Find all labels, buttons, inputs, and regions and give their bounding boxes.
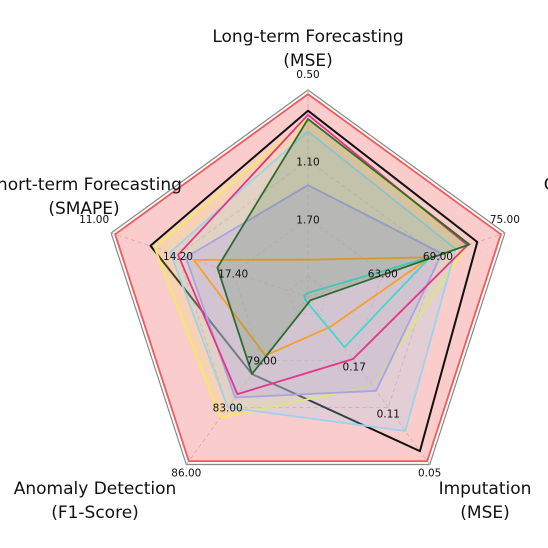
series-1-polygon [149, 109, 479, 453]
tick-label: 63.00 [368, 269, 398, 281]
axis-name-label: (SMAPE) [48, 199, 119, 219]
axis-name-label: (MSE) [460, 503, 509, 523]
tick-label: 1.10 [296, 156, 319, 168]
tick-label: 1.70 [296, 214, 319, 226]
axis-name-label: (F1-Score) [51, 503, 139, 523]
tick-label: 0.05 [418, 467, 441, 479]
tick-label: 83.00 [213, 403, 243, 415]
tick-label: 14.20 [163, 251, 193, 263]
axis-name-label: Imputation [439, 479, 532, 499]
series-8-polygon [216, 118, 471, 375]
tick-label: 79.00 [247, 356, 277, 368]
axis-name-label: Short-term Forecasting [0, 175, 182, 195]
series-7-polygon [303, 256, 432, 349]
grid-ring-0 [110, 89, 506, 466]
tick-label: 17.40 [218, 269, 248, 281]
axis-name-label: Long-term Forecasting [212, 27, 403, 47]
tick-label: 0.17 [343, 362, 366, 374]
axis-name-label: Anomaly Detection [14, 479, 177, 499]
axis-name-label: Classification [544, 175, 548, 195]
tick-label: 69.00 [423, 251, 453, 263]
series-6-polygon [192, 256, 432, 357]
tick-label: 75.00 [490, 214, 520, 226]
tick-label: 0.50 [296, 69, 319, 81]
series-3-polygon [169, 130, 457, 432]
tick-label: 0.11 [377, 409, 400, 421]
tick-label: 86.00 [171, 467, 201, 479]
axis-name-label: (MSE) [283, 51, 332, 71]
tick-label: 11.00 [79, 214, 109, 226]
